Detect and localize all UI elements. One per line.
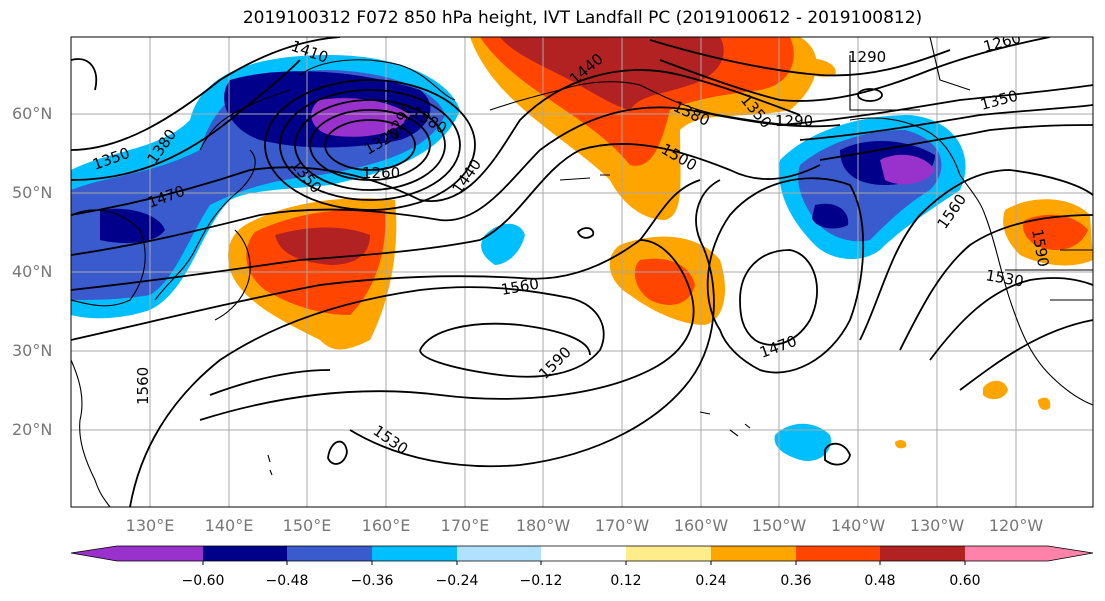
colorbar-cell [71, 546, 117, 561]
map-title: 2019100312 F072 850 hPa height, IVT Land… [242, 8, 923, 28]
colorbar-tick-label: 0.24 [695, 573, 727, 589]
colorbar-cell [711, 546, 796, 561]
lon-label: 150°W [751, 516, 807, 535]
positive-anomaly-central-pacific [609, 236, 725, 325]
lon-label: 140°W [830, 516, 886, 535]
colorbar-tick-label: −0.60 [181, 573, 225, 589]
colorbar-cell [1048, 546, 1093, 561]
graticule [71, 37, 1093, 507]
lon-label: 160°E [361, 516, 411, 535]
colorbar-tick-label: 0.60 [949, 573, 981, 589]
lon-label: 160°W [673, 516, 729, 535]
lat-label: 30°N [12, 341, 53, 360]
positive-anomaly-north-pacific [470, 37, 817, 220]
colorbar-cell [203, 546, 287, 561]
contour-label: 1290 [848, 48, 886, 66]
colorbar-cell [541, 546, 626, 561]
colorbar-tick-label: 0.36 [780, 573, 812, 589]
colorbar-tick-label: −0.24 [435, 573, 479, 589]
colorbar-cell [626, 546, 711, 561]
colorbar-cell [796, 546, 880, 561]
colorbar-tick-label: −0.12 [519, 573, 563, 589]
lon-label: 120°W [988, 516, 1044, 535]
lat-label: 60°N [12, 104, 53, 123]
colorbar-tick-label: 0.48 [864, 573, 896, 589]
lat-label: 40°N [12, 262, 53, 281]
lon-label: 170°W [594, 516, 650, 535]
lon-label: 130°W [909, 516, 965, 535]
coastlines [71, 37, 1093, 507]
colorbar-cell [457, 546, 541, 561]
colorbar-tick-label: −0.36 [350, 573, 394, 589]
lon-label: 140°E [204, 516, 254, 535]
colorbar [70, 545, 1094, 565]
colorbar-cell [117, 546, 203, 561]
lat-label: 20°N [12, 420, 53, 439]
lon-label: 150°E [282, 516, 332, 535]
height-contours [71, 37, 1093, 507]
contour-label: 1560 [134, 367, 152, 405]
colorbar-tick-label: 0.12 [610, 573, 642, 589]
lon-label: 180°W [515, 516, 571, 535]
colorbar-outline [70, 545, 1094, 562]
lon-label: 130°E [125, 516, 175, 535]
colorbar-cell [965, 546, 1048, 561]
lat-label: 50°N [12, 183, 53, 202]
contour-label: 1260 [362, 164, 400, 182]
contour-label: 1290 [775, 112, 813, 130]
colorbar-tick-label: −0.48 [265, 573, 309, 589]
colorbar-cell [287, 546, 372, 561]
map-border [70, 36, 1094, 508]
lon-label: 170°E [440, 516, 490, 535]
colorbar-cell [880, 546, 965, 561]
colorbar-cell [372, 546, 457, 561]
